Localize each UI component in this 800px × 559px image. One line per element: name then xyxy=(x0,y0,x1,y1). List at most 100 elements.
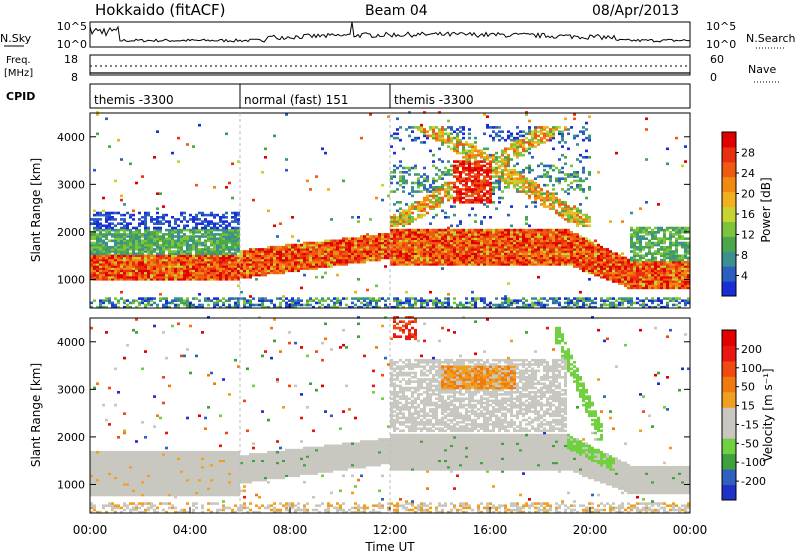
heatmap-cell xyxy=(495,304,498,307)
heatmap-cell xyxy=(435,195,438,198)
heatmap-cell xyxy=(402,210,405,213)
heatmap-cell xyxy=(567,173,570,176)
heatmap-cell xyxy=(519,135,522,138)
heatmap-cell xyxy=(585,297,588,300)
heatmap-cell xyxy=(414,205,417,208)
heatmap-cell xyxy=(528,180,531,183)
cpid-label: CPID xyxy=(6,90,35,103)
heatmap-cell xyxy=(183,216,186,219)
heatmap-cell xyxy=(528,225,531,228)
heatmap-cell xyxy=(498,197,501,200)
heatmap-cell xyxy=(210,248,213,251)
heatmap-cell xyxy=(570,165,573,168)
heatmap-cell xyxy=(450,148,453,151)
heatmap-cell xyxy=(444,302,447,305)
heatmap-cell xyxy=(177,160,180,163)
heatmap-cell xyxy=(126,240,129,243)
heatmap-cell xyxy=(576,180,579,183)
heatmap-cell xyxy=(144,297,147,300)
heatmap-cell xyxy=(129,214,132,217)
heatmap-cell xyxy=(375,285,378,288)
heatmap-cell xyxy=(351,297,354,300)
heatmap-cell xyxy=(369,218,372,221)
heatmap-cell xyxy=(504,177,507,180)
heatmap-cell xyxy=(192,255,195,258)
heatmap-cell xyxy=(378,233,381,236)
heatmap-cell xyxy=(570,126,573,129)
heatmap-cell xyxy=(93,299,96,302)
heatmap-cell xyxy=(249,299,252,302)
heatmap-cell xyxy=(231,252,234,255)
heatmap-cell xyxy=(561,167,564,170)
heatmap-cell xyxy=(255,248,258,251)
heatmap-cell xyxy=(417,126,420,129)
heatmap-cell xyxy=(579,210,582,213)
heatmap-cell xyxy=(537,139,540,142)
heatmap-cell xyxy=(441,126,444,129)
heatmap-cell xyxy=(507,135,510,138)
heatmap-cell xyxy=(564,163,567,166)
heatmap-cell xyxy=(447,216,450,219)
heatmap-cell xyxy=(513,229,516,232)
heatmap-cell xyxy=(579,130,582,133)
heatmap-cell xyxy=(213,233,216,236)
heatmap-cell xyxy=(474,214,477,217)
heatmap-cell xyxy=(486,180,489,183)
heatmap-cell xyxy=(459,126,462,129)
heatmap-cell xyxy=(435,229,438,232)
heatmap-cell xyxy=(582,180,585,183)
heatmap-cell xyxy=(456,304,459,307)
heatmap-cell xyxy=(471,188,474,191)
heatmap-cell xyxy=(123,214,126,217)
heatmap-cell xyxy=(564,156,567,159)
heatmap-cell xyxy=(498,201,501,204)
heatmap-cell xyxy=(453,160,456,163)
heatmap-cell xyxy=(504,173,507,176)
heatmap-cell xyxy=(567,297,570,300)
heatmap-cell xyxy=(453,214,456,217)
heatmap-cell xyxy=(183,233,186,236)
heatmap-cell xyxy=(531,297,534,300)
heatmap-cell xyxy=(321,242,324,245)
heatmap-cell xyxy=(546,130,549,133)
heatmap-cell xyxy=(138,218,141,221)
heatmap-cell xyxy=(462,229,465,232)
heatmap-cell xyxy=(309,242,312,245)
heatmap-cell xyxy=(591,242,594,245)
heatmap-cell xyxy=(225,212,228,215)
heatmap-cell xyxy=(486,148,489,151)
heatmap-cell xyxy=(474,197,477,200)
heatmap-cell xyxy=(453,229,456,232)
heatmap-cell xyxy=(498,160,501,163)
heatmap-cell xyxy=(474,173,477,176)
heatmap-cell xyxy=(519,152,522,155)
heatmap-cell xyxy=(399,139,402,142)
heatmap-cell xyxy=(333,240,336,243)
heatmap-cell xyxy=(93,242,96,245)
heatmap-cell xyxy=(582,167,585,170)
nave-tick-high: 60 xyxy=(710,53,724,66)
heatmap-cell xyxy=(543,297,546,300)
heatmap-cell xyxy=(396,167,399,170)
cpid-segment-label: themis -3300 xyxy=(94,93,174,107)
heatmap-cell xyxy=(567,192,570,195)
heatmap-cell xyxy=(411,297,414,300)
heatmap-cell xyxy=(486,304,489,307)
heatmap-cell xyxy=(507,229,510,232)
heatmap-cell xyxy=(585,177,588,180)
heatmap-cell xyxy=(447,297,450,300)
date-title: 08/Apr/2013 xyxy=(592,3,679,19)
heatmap-cell xyxy=(396,118,399,121)
heatmap-cell xyxy=(501,158,504,161)
heatmap-cell xyxy=(510,133,513,136)
heatmap-cell xyxy=(498,229,501,232)
heatmap-cell xyxy=(270,299,273,302)
heatmap-cell xyxy=(426,229,429,232)
heatmap-cell xyxy=(102,210,105,213)
heatmap-cell xyxy=(159,293,162,296)
heatmap-cell xyxy=(123,299,126,302)
heatmap-cell xyxy=(522,139,525,142)
heatmap-cell xyxy=(510,143,513,146)
heatmap-cell xyxy=(528,139,531,142)
heatmap-cell xyxy=(321,148,324,151)
